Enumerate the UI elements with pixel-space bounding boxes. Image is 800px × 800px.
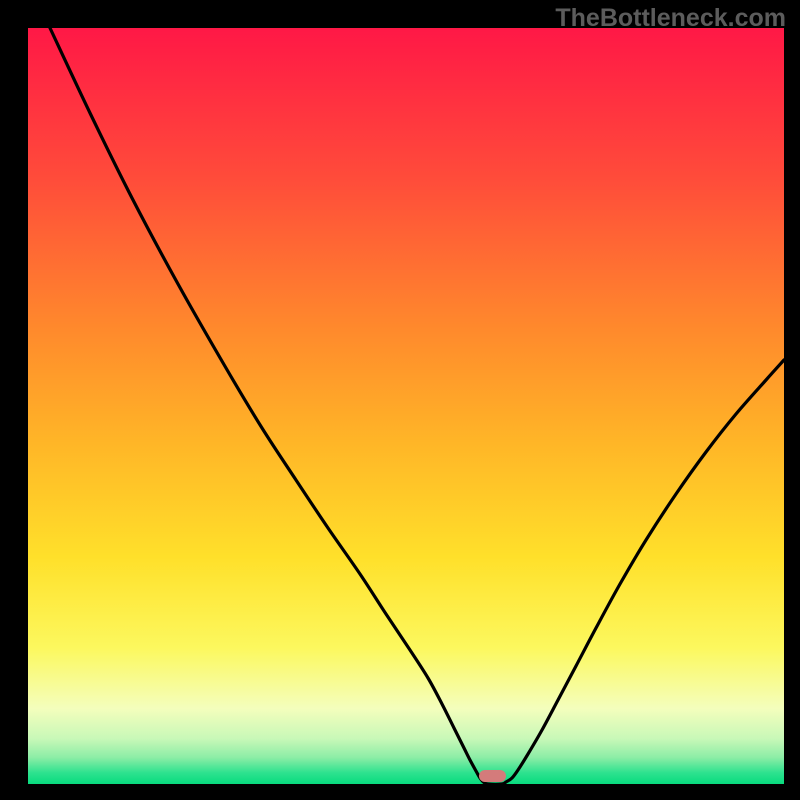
bottleneck-curve (50, 28, 784, 784)
curve-layer (28, 28, 784, 784)
chart-stage: TheBottleneck.com (0, 0, 800, 800)
optimal-marker (479, 770, 506, 782)
watermark: TheBottleneck.com (555, 4, 786, 33)
plot-area (28, 28, 784, 784)
